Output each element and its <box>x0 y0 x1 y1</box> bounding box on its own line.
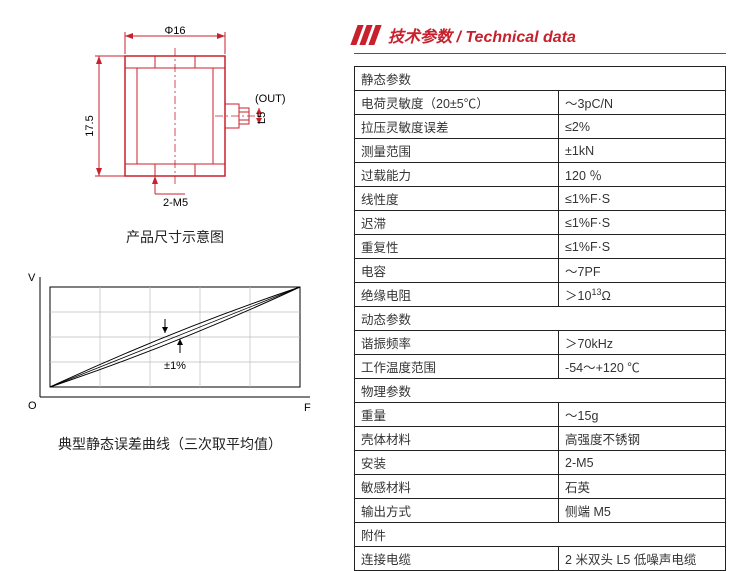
dimension-caption: 产品尺寸示意图 <box>55 227 295 247</box>
left-column: Φ16 (OUT) <box>20 20 330 571</box>
spec-section-header: 附件 <box>355 523 726 547</box>
spec-param: 安装 <box>355 451 559 475</box>
spec-value: 高强度不锈钢 <box>559 427 726 451</box>
spec-value: ～3pC/N <box>559 91 726 115</box>
spec-value: ±1kN <box>559 139 726 163</box>
y-axis-label: V <box>28 272 36 284</box>
table-row: 壳体材料高强度不锈钢 <box>355 427 726 451</box>
title-en: Technical data <box>465 29 576 46</box>
spec-value: ～7PF <box>559 259 726 283</box>
spec-value: 2-M5 <box>559 451 726 475</box>
table-row: 测量范围±1kN <box>355 139 726 163</box>
section-title: 技术参数 / Technical data <box>388 23 576 47</box>
table-row: 迟滞≤1%F·S <box>355 211 726 235</box>
dim-lead-label: L5 <box>256 112 268 124</box>
spec-table: 静态参数电荷灵敏度（20±5℃）～3pC/N拉压灵敏度误差≤2%测量范围±1kN… <box>354 66 726 571</box>
title-cn: 技术参数 <box>388 29 452 46</box>
table-row: 过载能力120 ％ <box>355 163 726 187</box>
spec-param: 壳体材料 <box>355 427 559 451</box>
spec-value: ≤1%F·S <box>559 211 726 235</box>
table-row: 电荷灵敏度（20±5℃）～3pC/N <box>355 91 726 115</box>
spec-value: 120 ％ <box>559 163 726 187</box>
spec-param: 线性度 <box>355 187 559 211</box>
spec-section-header: 物理参数 <box>355 379 726 403</box>
dim-height-label: 17.5 <box>84 115 96 136</box>
tolerance-label: ±1% <box>164 360 186 372</box>
x-axis-label: F <box>304 402 311 414</box>
table-row: 输出方式侧端 M5 <box>355 499 726 523</box>
table-row: 谐振频率＞70kHz <box>355 331 726 355</box>
spec-value: 2 米双头 L5 低噪声电缆 <box>559 547 726 571</box>
spec-param: 工作温度范围 <box>355 355 559 379</box>
spec-value: ≤1%F·S <box>559 187 726 211</box>
table-row: 线性度≤1%F·S <box>355 187 726 211</box>
spec-param: 电荷灵敏度（20±5℃） <box>355 91 559 115</box>
section-header: 技术参数 / Technical data <box>354 20 726 50</box>
spec-value: ≤1%F·S <box>559 235 726 259</box>
dim-out-label: (OUT) <box>255 93 286 105</box>
error-chart: V O F <box>20 267 320 454</box>
table-row: 电容～7PF <box>355 259 726 283</box>
error-chart-caption: 典型静态误差曲线（三次取平均值） <box>20 434 320 454</box>
origin-label: O <box>28 400 37 412</box>
spec-param: 谐振频率 <box>355 331 559 355</box>
spec-section-header: 动态参数 <box>355 307 726 331</box>
dim-diameter-label: Φ16 <box>164 26 185 37</box>
spec-param: 输出方式 <box>355 499 559 523</box>
table-row: 重复性≤1%F·S <box>355 235 726 259</box>
table-row: 安装2-M5 <box>355 451 726 475</box>
spec-param: 敏感材料 <box>355 475 559 499</box>
table-row: 连接电缆2 米双头 L5 低噪声电缆 <box>355 547 726 571</box>
table-row: 重量～15g <box>355 403 726 427</box>
spec-value: 石英 <box>559 475 726 499</box>
dim-thread-label: 2-M5 <box>163 197 188 209</box>
spec-value: 侧端 M5 <box>559 499 726 523</box>
spec-value: ～15g <box>559 403 726 427</box>
spec-param: 绝缘电阻 <box>355 283 559 307</box>
table-row: 工作温度范围-54～+120 ℃ <box>355 355 726 379</box>
header-decoration-icon <box>354 25 378 45</box>
table-row: 拉压灵敏度误差≤2% <box>355 115 726 139</box>
spec-param: 重复性 <box>355 235 559 259</box>
spec-section-header: 静态参数 <box>355 67 726 91</box>
spec-param: 电容 <box>355 259 559 283</box>
dimension-drawing: Φ16 (OUT) <box>55 26 295 247</box>
table-row: 绝缘电阻＞1013Ω <box>355 283 726 307</box>
spec-param: 连接电缆 <box>355 547 559 571</box>
spec-value: -54～+120 ℃ <box>559 355 726 379</box>
spec-value: ＞70kHz <box>559 331 726 355</box>
right-column: 技术参数 / Technical data 静态参数电荷灵敏度（20±5℃）～3… <box>354 20 726 571</box>
spec-param: 重量 <box>355 403 559 427</box>
table-row: 敏感材料石英 <box>355 475 726 499</box>
header-underline <box>354 53 726 54</box>
spec-param: 测量范围 <box>355 139 559 163</box>
spec-value: ＞1013Ω <box>559 283 726 307</box>
spec-param: 过载能力 <box>355 163 559 187</box>
spec-param: 迟滞 <box>355 211 559 235</box>
dimension-svg: Φ16 (OUT) <box>55 26 295 216</box>
error-chart-svg: V O F <box>20 267 320 427</box>
spec-param: 拉压灵敏度误差 <box>355 115 559 139</box>
spec-value: ≤2% <box>559 115 726 139</box>
